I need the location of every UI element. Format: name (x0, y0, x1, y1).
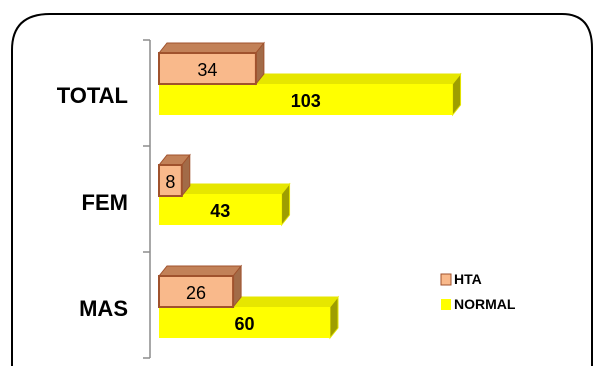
chart-border (11, 13, 593, 366)
legend-swatch-normal (441, 299, 451, 310)
legend-label-normal: NORMAL (454, 296, 516, 312)
bar-normal (159, 194, 282, 225)
bar-hta (158, 275, 235, 308)
bar-normal-label: 60 (234, 314, 254, 334)
category-label: MAS (79, 296, 128, 321)
bar-normal (159, 84, 453, 115)
legend-swatch-hta (440, 273, 452, 286)
bar-hta-label: 8 (165, 172, 175, 192)
bar-normal (159, 307, 330, 338)
bar-normal-label: 103 (291, 91, 321, 111)
category-label: TOTAL (57, 83, 128, 108)
bar-hta-top (157, 42, 265, 54)
bars-group: 103 34 43 8 60 26 (157, 41, 462, 340)
bar-normal-label: 43 (210, 201, 230, 221)
category-label: FEM (82, 190, 128, 215)
bar-hta-label: 26 (186, 283, 206, 303)
bar-hta (158, 164, 183, 197)
legend: HTA NORMAL (440, 271, 516, 312)
bar-hta (158, 52, 257, 85)
bar-hta-label: 34 (197, 60, 217, 80)
bar-hta-top (157, 265, 243, 277)
legend-label-hta: HTA (454, 271, 482, 287)
